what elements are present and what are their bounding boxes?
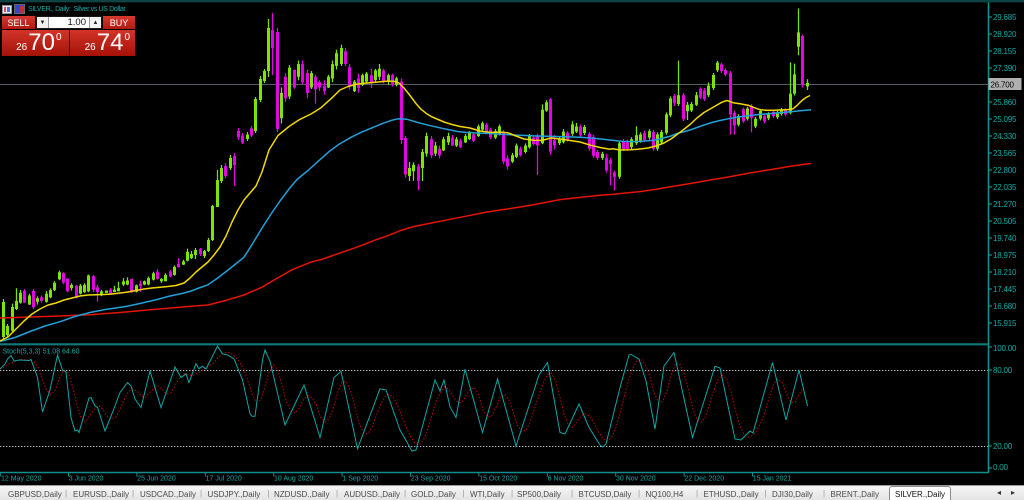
svg-text:16.680: 16.680 (993, 302, 1017, 311)
svg-text:25.860: 25.860 (993, 98, 1017, 107)
svg-text:18.210: 18.210 (993, 268, 1017, 277)
svg-text:15 Jan 2021: 15 Jan 2021 (753, 476, 792, 483)
svg-text:0.00: 0.00 (993, 463, 1009, 472)
svg-text:6 Nov 2020: 6 Nov 2020 (548, 476, 584, 483)
svg-text:25.095: 25.095 (993, 115, 1017, 124)
svg-text:28.920: 28.920 (993, 30, 1017, 39)
svg-text:15 Oct 2020: 15 Oct 2020 (479, 476, 517, 483)
svg-text:22.800: 22.800 (993, 166, 1017, 175)
svg-text:19.740: 19.740 (993, 234, 1017, 243)
svg-text:17.445: 17.445 (993, 285, 1017, 294)
svg-text:18.975: 18.975 (993, 251, 1017, 260)
svg-text:27.390: 27.390 (993, 64, 1017, 73)
svg-text:20.505: 20.505 (993, 217, 1017, 226)
svg-text:15.915: 15.915 (993, 319, 1017, 328)
svg-text:22 Dec 2020: 22 Dec 2020 (684, 476, 724, 483)
svg-text:23.565: 23.565 (993, 149, 1017, 158)
svg-text:21.270: 21.270 (993, 200, 1017, 209)
svg-text:17 Jul 2020: 17 Jul 2020 (206, 476, 242, 483)
svg-text:20.00: 20.00 (993, 442, 1013, 451)
svg-text:3 Jun 2020: 3 Jun 2020 (69, 476, 104, 483)
svg-text:80.00: 80.00 (993, 366, 1013, 375)
svg-text:1 Sep 2020: 1 Sep 2020 (342, 476, 378, 483)
svg-text:28.155: 28.155 (993, 47, 1017, 56)
svg-text:100.00: 100.00 (993, 344, 1017, 353)
svg-text:22.035: 22.035 (993, 183, 1017, 192)
svg-text:10 Aug 2020: 10 Aug 2020 (274, 476, 313, 483)
svg-text:30 Nov 2020: 30 Nov 2020 (616, 476, 656, 483)
svg-text:23 Sep 2020: 23 Sep 2020 (411, 476, 451, 483)
svg-text:Stoch(5,3,3) 51.08 64.60: Stoch(5,3,3) 51.08 64.60 (3, 349, 80, 356)
svg-text:25 Jun 2020: 25 Jun 2020 (137, 476, 176, 483)
svg-text:12 May 2020: 12 May 2020 (1, 476, 42, 483)
svg-text:29.685: 29.685 (993, 13, 1017, 22)
svg-text:24.330: 24.330 (993, 132, 1017, 141)
svg-text:26.700: 26.700 (991, 80, 1015, 89)
